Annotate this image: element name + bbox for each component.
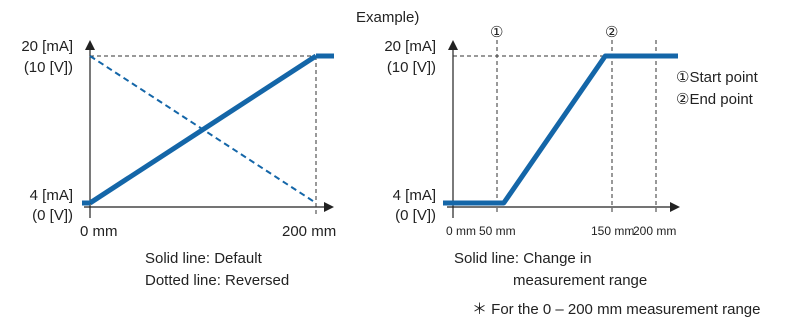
left-caption-reversed: Dotted line: Reversed	[145, 272, 289, 289]
left-dotted-line	[89, 55, 317, 204]
right-xtick-200: 200 mm	[633, 224, 676, 238]
left-xtick-0: 0 mm	[80, 223, 118, 240]
right-x-axis-arrow	[670, 202, 680, 212]
right-ytick-20-v: (10 [V])	[387, 59, 436, 76]
legend-start-point: ①Start point	[676, 69, 759, 86]
left-ytick-4-v: (0 [V])	[32, 207, 73, 224]
footnote: ＊ For the 0 – 200 mm measurement range	[472, 301, 760, 318]
left-xtick-200: 200 mm	[282, 223, 336, 240]
left-ytick-4-ma: 4 [mA]	[30, 187, 73, 204]
left-ytick-20-ma: 20 [mA]	[21, 38, 73, 55]
left-x-axis-arrow	[324, 202, 334, 212]
right-xtick-0: 0 mm	[446, 224, 476, 238]
legend-end-point: ②End point	[676, 91, 754, 108]
chart-right: ① ② 20 [mA] (10 [V]) 4 [mA] (0 [V]) 0 mm…	[384, 24, 758, 289]
left-y-axis-arrow	[85, 40, 95, 50]
right-ytick-4-v: (0 [V])	[395, 207, 436, 224]
right-caption-line1: Solid line: Change in	[454, 250, 592, 267]
left-caption-default: Solid line: Default	[145, 250, 263, 267]
marker-end-symbol: ②	[605, 24, 618, 41]
right-xtick-150: 150 mm	[591, 224, 634, 238]
example-label: Example)	[356, 9, 419, 26]
marker-start-symbol: ①	[490, 24, 503, 41]
right-caption-line2: measurement range	[513, 272, 647, 289]
right-xtick-50: 50 mm	[479, 224, 516, 238]
chart-left: 20 [mA] (10 [V]) 4 [mA] (0 [V]) 0 mm 200…	[21, 38, 336, 289]
right-ytick-20-ma: 20 [mA]	[384, 38, 436, 55]
left-ytick-20-v: (10 [V])	[24, 59, 73, 76]
right-ytick-4-ma: 4 [mA]	[393, 187, 436, 204]
right-y-axis-arrow	[448, 40, 458, 50]
right-solid-line	[443, 53, 678, 206]
